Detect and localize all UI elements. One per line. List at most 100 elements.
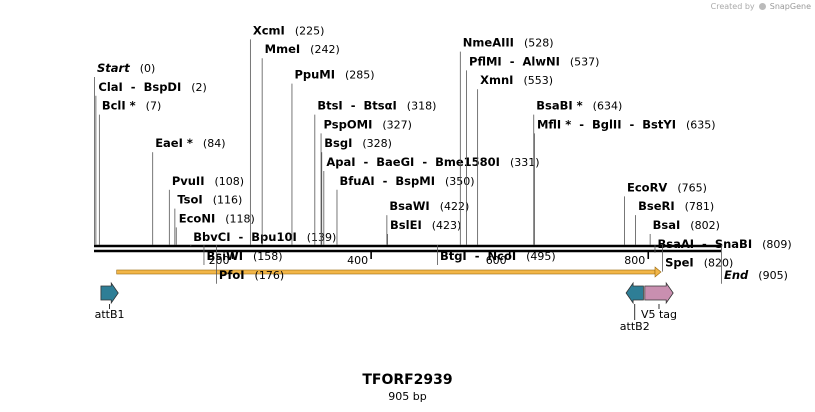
site-label: PflMI - AlwNI (537) [469,54,599,68]
site-position: (634) [593,100,623,113]
ruler-tick-label: 400 [347,254,368,267]
site-label: PfoI (176) [219,268,284,282]
site-enzyme-name: NmeAIII [463,36,514,50]
site-enzyme-name: PfoI [219,268,245,282]
site-enzyme-name: ApaI - BaeGI - Bme1580I [326,155,500,169]
site-enzyme-name: MmeI [265,42,301,56]
site-enzyme-name: EaeI * [155,136,193,150]
site-enzyme-name: PvuII [172,174,205,188]
site-label: XmnI (553) [480,73,553,87]
site-label: End (905) [724,268,788,282]
site-label: EcoRV (765) [627,180,707,194]
site-position: (285) [345,69,375,82]
site-position: (905) [758,269,788,282]
site-position: (0) [140,62,156,75]
site-enzyme-name: PpuMI [294,68,335,82]
site-position: (7) [146,100,162,113]
site-enzyme-name: XmnI [480,73,513,87]
site-enzyme-name: BslEI [390,218,422,232]
site-enzyme-name: BfuAI - BspMI [339,174,435,188]
site-label: BfuAI - BspMI (350) [339,174,474,188]
site-position: (331) [510,156,540,169]
site-position: (809) [762,238,792,251]
site-position: (423) [432,219,462,232]
site-label: ClaI - BspDI (2) [98,80,206,94]
site-enzyme-name: XcmI [253,23,285,37]
site-enzyme-name: BsiWI [206,249,243,263]
feature-v5-tag-label: V5 tag [641,308,677,321]
credit-prefix: Created by [710,2,755,11]
site-position: (802) [690,219,720,232]
site-enzyme-name: TsoI [177,193,202,207]
orf-arrowhead [654,266,662,278]
site-position: (553) [523,74,553,87]
site-position: (781) [685,200,715,213]
site-position: (537) [570,55,600,68]
site-label: BslEI (423) [390,218,461,232]
site-label: NmeAIII (528) [463,36,554,50]
site-label: PspOMI (327) [324,117,412,131]
site-label: SpeI (820) [665,256,733,270]
site-position: (242) [310,43,340,56]
site-enzyme-name: Start [97,61,130,75]
site-label: MmeI (242) [265,42,340,56]
site-enzyme-name: BsaAI - SnaBI [657,237,752,251]
site-enzyme-name: MflI * - BglII - BstYI [537,117,676,131]
site-label: EcoNI (118) [179,211,255,225]
site-position: (2) [191,81,207,94]
site-enzyme-name: BclI * [102,99,136,113]
site-label: BsaBI * (634) [536,99,622,113]
site-label: XcmI (225) [253,23,325,37]
site-position: (118) [225,212,255,225]
site-label: EaeI * (84) [155,136,225,150]
site-enzyme-name: End [724,268,749,282]
site-position: (422) [440,200,470,213]
site-enzyme-name: PflMI - AlwNI [469,54,560,68]
snapgene-credit: Created by SnapGene [711,2,811,11]
site-enzyme-name: BtgI - NcoI [440,249,516,263]
site-enzyme-name: BsaBI * [536,99,582,113]
site-enzyme-name: BsaWI [389,199,429,213]
feature-v5-tag-arrow [644,281,674,305]
site-position: (350) [445,175,475,188]
construct-length: 905 bp [388,390,427,403]
site-position: (318) [407,100,437,113]
ruler-tick-label: 200 [209,254,230,267]
credit-brand: SnapGene [769,2,811,11]
site-enzyme-name: PspOMI [324,117,373,131]
site-enzyme-name: SpeI [665,256,694,270]
site-label: PpuMI (285) [294,68,374,82]
site-position: (327) [382,118,412,131]
site-label: BclI * (7) [102,99,161,113]
site-position: (635) [686,118,716,131]
site-position: (116) [213,194,243,207]
site-position: (820) [704,257,734,270]
site-position: (495) [526,250,556,263]
ruler-tick-label: 800 [624,254,645,267]
site-label: BbvCI - Bpu10I(139) [193,230,336,244]
site-label: PvuII (108) [172,174,244,188]
site-enzyme-name: BbvCI - Bpu10I [193,230,296,244]
site-label: BsaI (802) [653,218,720,232]
site-position: (176) [255,269,285,282]
site-label: BtgI - NcoI (495) [440,249,556,263]
site-label: Start (0) [97,61,155,75]
site-label: MflI * - BglII - BstYI (635) [537,117,716,131]
ruler-tick-label: 600 [486,254,507,267]
orf-bar [116,269,656,275]
site-enzyme-name: BsaI [653,218,681,232]
site-position: (225) [295,24,325,37]
site-position: (108) [214,175,244,188]
feature-attb1-arrow [100,281,119,305]
site-enzyme-name: BseRI [638,199,675,213]
construct-name: TFORF2939 [362,372,453,388]
site-label: BseRI (781) [638,199,714,213]
feature-attb1-label: attB1 [95,308,125,321]
site-position: (528) [524,37,554,50]
site-enzyme-name: BsgI [324,136,352,150]
site-label: ApaI - BaeGI - Bme1580I (331) [326,155,539,169]
site-position: (158) [253,250,283,263]
site-position: (328) [362,137,392,150]
site-label: TsoI (116) [177,193,242,207]
